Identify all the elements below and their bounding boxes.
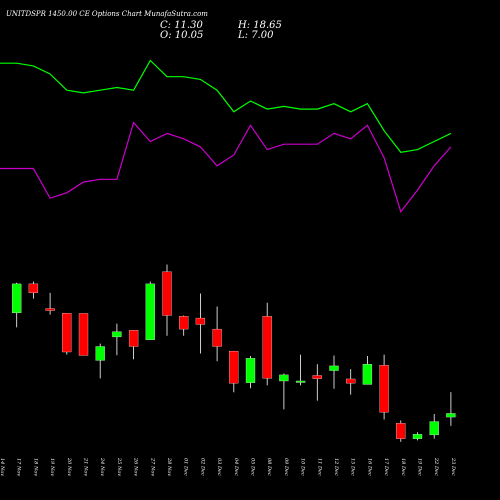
candle-up bbox=[279, 374, 289, 382]
x-tick-label: 22 Dec bbox=[433, 457, 439, 476]
candle-up bbox=[295, 380, 306, 383]
candle-down bbox=[128, 330, 139, 347]
x-tick-label: 19 Nov bbox=[49, 458, 55, 476]
candle-down bbox=[78, 313, 89, 356]
x-tick-label: 05 Dec bbox=[250, 458, 256, 476]
x-tick-label: 01 Dec bbox=[183, 458, 189, 476]
x-tick-label: 17 Dec bbox=[383, 458, 389, 476]
candle-up bbox=[95, 346, 105, 361]
x-tick-label: 18 Dec bbox=[400, 458, 406, 476]
x-tick-label: 25 Nov bbox=[116, 457, 122, 476]
candle-down bbox=[312, 375, 322, 379]
x-tick-label: 12 Dec bbox=[333, 458, 339, 476]
candle-down bbox=[195, 317, 206, 325]
chart-title: UNITDSPR 1450.00 CE Options Chart Munafa… bbox=[6, 10, 208, 18]
x-tick-label: 15 Dec bbox=[350, 458, 356, 476]
candle-up bbox=[112, 331, 122, 338]
candle-up bbox=[362, 364, 373, 385]
candle-down bbox=[212, 328, 222, 347]
high-value: H: 18.65 bbox=[238, 20, 282, 31]
overlay-line-2 bbox=[0, 121, 452, 213]
x-tick-label: 02 Dec bbox=[199, 458, 205, 476]
candle-down bbox=[346, 378, 356, 384]
x-tick-label: 20 Nov bbox=[66, 457, 72, 476]
close-value: C: 11.30 bbox=[160, 20, 203, 31]
candle-down bbox=[262, 316, 272, 379]
candle-down bbox=[379, 365, 389, 413]
candle-up bbox=[429, 421, 439, 436]
x-tick-label: 09 Dec bbox=[283, 458, 289, 476]
x-tick-label: 28 Nov bbox=[166, 457, 172, 476]
candle-down bbox=[396, 423, 406, 439]
x-tick-label: 27 Nov bbox=[149, 457, 155, 476]
x-tick-label: 17 Nov bbox=[16, 458, 22, 476]
candle-up bbox=[245, 358, 256, 383]
x-tick-label: 11 Dec bbox=[316, 458, 322, 476]
x-tick-label: 24 Nov bbox=[99, 457, 105, 476]
x-tick-label: 03 Dec bbox=[216, 458, 222, 476]
candle-down bbox=[45, 308, 55, 311]
x-tick-label: 26 Nov bbox=[133, 457, 139, 476]
candle-down bbox=[162, 271, 172, 316]
candle-up bbox=[12, 283, 22, 314]
x-tick-label: 04 Dec bbox=[233, 458, 239, 476]
open-value: O: 10.05 bbox=[160, 30, 204, 41]
candle-down bbox=[62, 313, 72, 353]
x-tick-label: 16 Dec bbox=[366, 458, 372, 476]
x-tick-label: 19 Dec bbox=[417, 458, 423, 476]
low-value: L: 7.00 bbox=[238, 30, 274, 41]
x-tick-label: 18 Nov bbox=[32, 458, 38, 476]
candle-down bbox=[229, 350, 239, 384]
candle-down bbox=[28, 283, 39, 294]
x-tick-label: 14 Nov bbox=[0, 458, 5, 476]
candle-up bbox=[412, 434, 423, 439]
x-tick-label: 21 Nov bbox=[83, 457, 89, 476]
x-tick-label: 08 Dec bbox=[266, 458, 272, 476]
overlay-line-1 bbox=[0, 59, 452, 153]
candle-up bbox=[145, 283, 155, 340]
candle-up bbox=[329, 365, 339, 371]
x-tick-label: 10 Dec bbox=[300, 458, 306, 476]
candle-up bbox=[446, 413, 456, 418]
candle-down bbox=[179, 316, 189, 330]
x-tick-label: 23 Dec bbox=[450, 457, 456, 476]
